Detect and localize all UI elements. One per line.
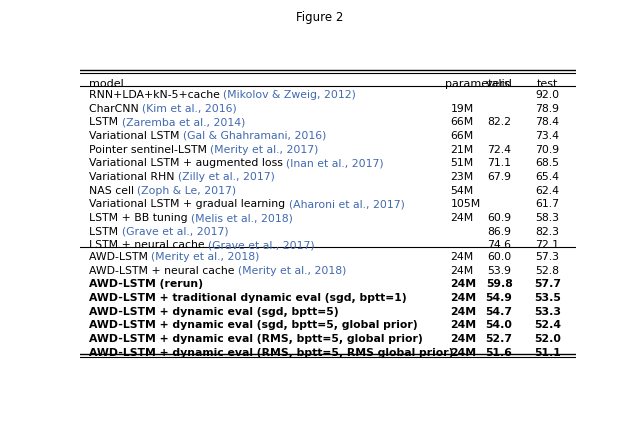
Text: 60.0: 60.0 <box>487 252 511 262</box>
Text: 72.1: 72.1 <box>535 241 559 250</box>
Text: LSTM + BB tuning: LSTM + BB tuning <box>89 213 191 223</box>
Text: 105M: 105M <box>451 199 481 209</box>
Text: Variational RHN: Variational RHN <box>89 172 178 182</box>
Text: (Merity et al., 2018): (Merity et al., 2018) <box>238 265 346 276</box>
Text: test: test <box>536 79 558 89</box>
Text: CharCNN: CharCNN <box>89 104 142 113</box>
Text: model: model <box>89 79 124 89</box>
Text: (Merity et al., 2018): (Merity et al., 2018) <box>152 252 260 262</box>
Text: AWD-LSTM + traditional dynamic eval (sgd, bptt=1): AWD-LSTM + traditional dynamic eval (sgd… <box>89 293 406 303</box>
Text: Pointer sentinel-LSTM: Pointer sentinel-LSTM <box>89 145 211 155</box>
Text: (Merity et al., 2017): (Merity et al., 2017) <box>211 145 319 155</box>
Text: (Grave et al., 2017): (Grave et al., 2017) <box>208 241 315 250</box>
Text: 24M: 24M <box>451 348 477 358</box>
Text: 72.4: 72.4 <box>487 145 511 155</box>
Text: parameters: parameters <box>445 79 509 89</box>
Text: 52.8: 52.8 <box>535 265 559 276</box>
Text: 71.1: 71.1 <box>487 158 511 168</box>
Text: 21M: 21M <box>451 145 474 155</box>
Text: 59.8: 59.8 <box>486 279 513 289</box>
Text: 60.9: 60.9 <box>487 213 511 223</box>
Text: 53.9: 53.9 <box>487 265 511 276</box>
Text: Figure 2: Figure 2 <box>296 11 344 24</box>
Text: 68.5: 68.5 <box>535 158 559 168</box>
Text: 52.0: 52.0 <box>534 334 561 344</box>
Text: (Mikolov & Zweig, 2012): (Mikolov & Zweig, 2012) <box>223 90 356 100</box>
Text: 54M: 54M <box>451 186 474 196</box>
Text: LSTM: LSTM <box>89 117 122 127</box>
Text: 57.3: 57.3 <box>535 252 559 262</box>
Text: AWD-LSTM + dynamic eval (sgd, bptt=5): AWD-LSTM + dynamic eval (sgd, bptt=5) <box>89 306 339 317</box>
Text: 58.3: 58.3 <box>535 213 559 223</box>
Text: 52.4: 52.4 <box>534 320 561 330</box>
Text: 24M: 24M <box>451 265 474 276</box>
Text: 86.9: 86.9 <box>487 227 511 237</box>
Text: LSTM + neural cache: LSTM + neural cache <box>89 241 208 250</box>
Text: AWD-LSTM: AWD-LSTM <box>89 252 152 262</box>
Text: 74.6: 74.6 <box>487 241 511 250</box>
Text: 24M: 24M <box>451 306 477 317</box>
Text: (Melis et al., 2018): (Melis et al., 2018) <box>191 213 293 223</box>
Text: 67.9: 67.9 <box>487 172 511 182</box>
Text: 53.5: 53.5 <box>534 293 561 303</box>
Text: 78.4: 78.4 <box>535 117 559 127</box>
Text: 65.4: 65.4 <box>535 172 559 182</box>
Text: 66M: 66M <box>451 131 474 141</box>
Text: AWD-LSTM + dynamic eval (RMS, bptt=5, RMS global prior): AWD-LSTM + dynamic eval (RMS, bptt=5, RM… <box>89 348 453 358</box>
Text: Variational LSTM: Variational LSTM <box>89 131 183 141</box>
Text: LSTM: LSTM <box>89 227 122 237</box>
Text: 19M: 19M <box>451 104 474 113</box>
Text: Variational LSTM + gradual learning: Variational LSTM + gradual learning <box>89 199 289 209</box>
Text: (Zoph & Le, 2017): (Zoph & Le, 2017) <box>138 186 237 196</box>
Text: 52.7: 52.7 <box>486 334 513 344</box>
Text: 78.9: 78.9 <box>535 104 559 113</box>
Text: 24M: 24M <box>451 213 474 223</box>
Text: (Kim et al., 2016): (Kim et al., 2016) <box>142 104 237 113</box>
Text: 24M: 24M <box>451 252 474 262</box>
Text: (Grave et al., 2017): (Grave et al., 2017) <box>122 227 228 237</box>
Text: AWD-LSTM + dynamic eval (RMS, bptt=5, global prior): AWD-LSTM + dynamic eval (RMS, bptt=5, gl… <box>89 334 422 344</box>
Text: AWD-LSTM (rerun): AWD-LSTM (rerun) <box>89 279 203 289</box>
Text: (Zilly et al., 2017): (Zilly et al., 2017) <box>178 172 275 182</box>
Text: NAS cell: NAS cell <box>89 186 138 196</box>
Text: 73.4: 73.4 <box>535 131 559 141</box>
Text: 61.7: 61.7 <box>535 199 559 209</box>
Text: (Inan et al., 2017): (Inan et al., 2017) <box>286 158 384 168</box>
Text: 82.2: 82.2 <box>487 117 511 127</box>
Text: (Aharoni et al., 2017): (Aharoni et al., 2017) <box>289 199 404 209</box>
Text: 51.1: 51.1 <box>534 348 561 358</box>
Text: AWD-LSTM + neural cache: AWD-LSTM + neural cache <box>89 265 238 276</box>
Text: 66M: 66M <box>451 117 474 127</box>
Text: 54.9: 54.9 <box>486 293 513 303</box>
Text: AWD-LSTM + dynamic eval (sgd, bptt=5, global prior): AWD-LSTM + dynamic eval (sgd, bptt=5, gl… <box>89 320 417 330</box>
Text: 53.3: 53.3 <box>534 306 561 317</box>
Text: Variational LSTM + augmented loss: Variational LSTM + augmented loss <box>89 158 286 168</box>
Text: 92.0: 92.0 <box>535 90 559 100</box>
Text: 24M: 24M <box>451 320 477 330</box>
Text: 51M: 51M <box>451 158 474 168</box>
Text: 51.6: 51.6 <box>486 348 513 358</box>
Text: 54.7: 54.7 <box>486 306 513 317</box>
Text: 62.4: 62.4 <box>535 186 559 196</box>
Text: 82.3: 82.3 <box>535 227 559 237</box>
Text: valid: valid <box>486 79 513 89</box>
Text: 23M: 23M <box>451 172 474 182</box>
Text: 24M: 24M <box>451 279 477 289</box>
Text: 54.0: 54.0 <box>486 320 513 330</box>
Text: 70.9: 70.9 <box>535 145 559 155</box>
Text: RNN+LDA+kN-5+cache: RNN+LDA+kN-5+cache <box>89 90 223 100</box>
Text: 24M: 24M <box>451 334 477 344</box>
Text: 57.7: 57.7 <box>534 279 561 289</box>
Text: (Gal & Ghahramani, 2016): (Gal & Ghahramani, 2016) <box>183 131 326 141</box>
Text: 24M: 24M <box>451 293 477 303</box>
Text: (Zaremba et al., 2014): (Zaremba et al., 2014) <box>122 117 245 127</box>
